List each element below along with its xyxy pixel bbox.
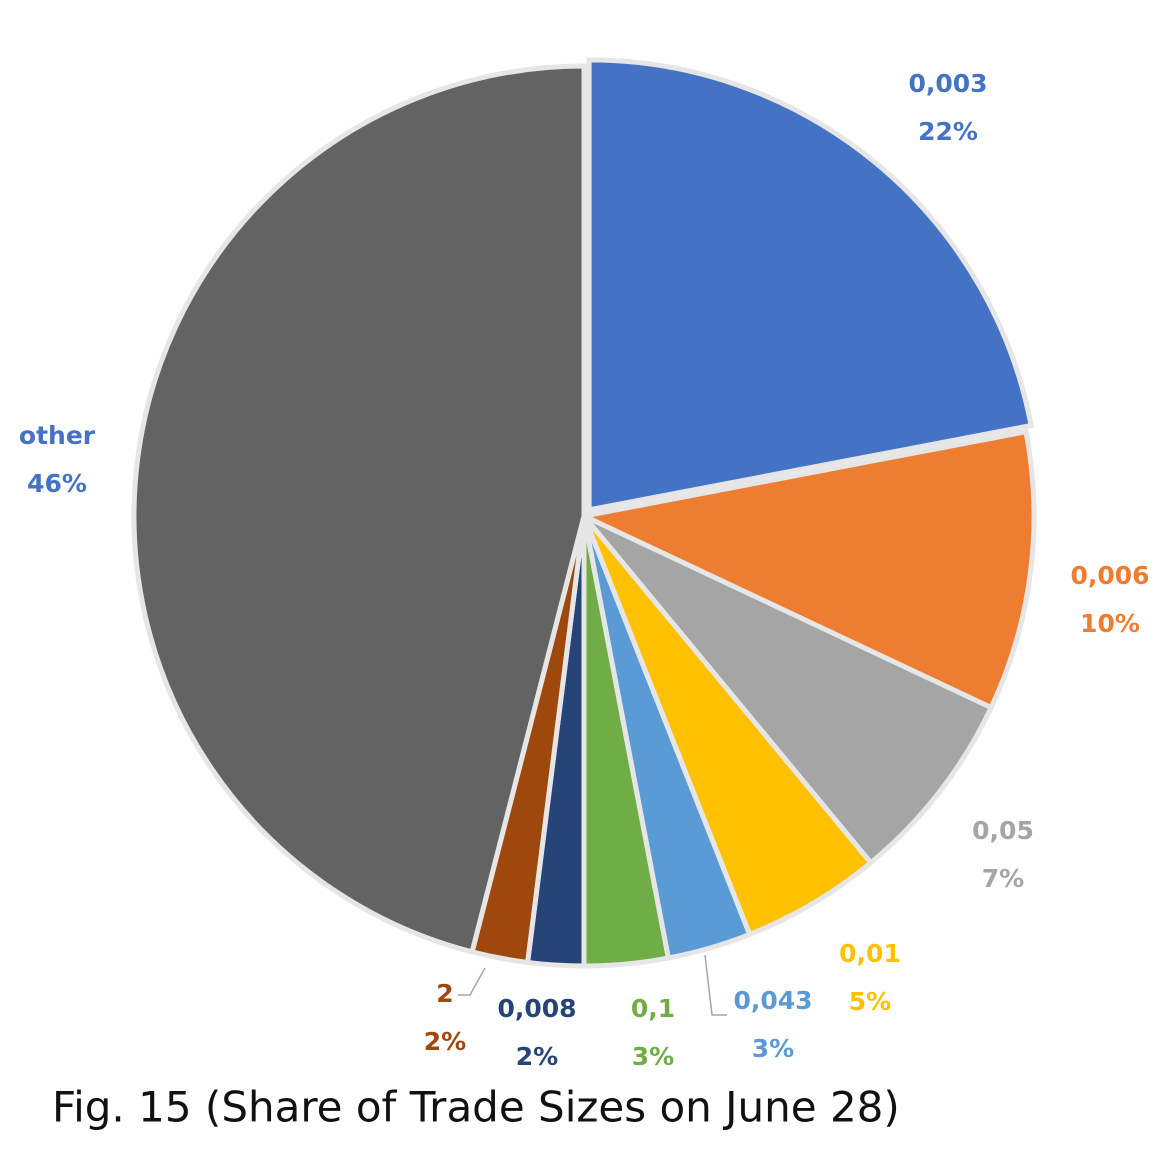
slice-value-label: 2% [424, 1027, 466, 1056]
chart-title: Fig. 15 (Share of Trade Sizes on June 28… [52, 1083, 900, 1132]
leader-line [458, 967, 486, 996]
slice-label: 0,05 [972, 816, 1034, 845]
pie-slice [582, 513, 995, 867]
slice-value-label: 2% [516, 1042, 558, 1071]
pie [131, 57, 1037, 969]
slice-label: 0,1 [631, 994, 675, 1023]
slice-label: other [19, 421, 96, 450]
slice-label: 0,006 [1070, 561, 1149, 590]
slice-label: 0,003 [908, 69, 987, 98]
pie-slice [131, 63, 587, 955]
slice-value-label: 3% [752, 1034, 794, 1063]
slice-value-label: 10% [1080, 609, 1140, 638]
slice-value-label: 3% [632, 1042, 674, 1071]
leader-line [704, 954, 727, 1016]
slice-label: 2 [436, 979, 453, 1008]
slice-value-label: 46% [27, 469, 87, 498]
slice-label: 0,043 [733, 986, 812, 1015]
slice-value-label: 22% [918, 117, 978, 146]
slice-label: 0,008 [497, 994, 576, 1023]
slice-value-label: 7% [982, 864, 1024, 893]
slice-label: 0,01 [839, 939, 901, 968]
pie-slice [575, 428, 1037, 711]
slice-value-label: 5% [849, 987, 891, 1016]
pie-slice [586, 57, 1035, 513]
